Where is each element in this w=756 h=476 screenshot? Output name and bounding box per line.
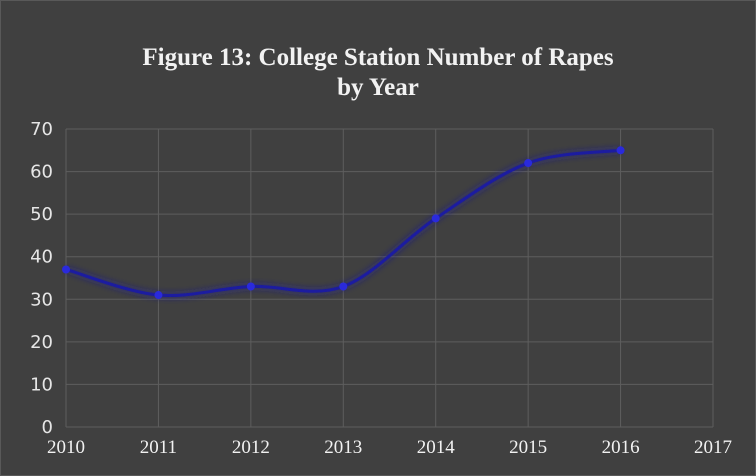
data-point-2013 [339,282,348,291]
x-tick-label-6: 2016 [602,437,640,458]
x-tick-label-4: 2014 [417,437,456,458]
data-point-2011 [154,291,163,300]
chart-title-line-2: by Year [337,74,419,101]
data-point-2010 [62,265,70,274]
x-tick-label-0: 2010 [47,437,85,458]
data-point-2012 [246,282,255,291]
y-tick-label-2: 20 [30,332,53,353]
data-point-2015 [524,159,533,168]
x-tick-label-1: 2011 [140,437,177,458]
x-axis-ticks: 2010 2011 2012 2013 2014 2015 2016 2017 [47,437,732,458]
chart-title-line-1: Figure 13: College Station Number of Rap… [142,44,614,71]
y-tick-label-5: 50 [30,204,53,225]
grid-layer [65,128,714,428]
series-layer [62,146,625,300]
y-tick-label-4: 40 [30,247,53,268]
data-point-2016 [616,146,625,155]
y-tick-label-1: 10 [30,374,53,395]
y-tick-label-6: 60 [30,162,53,183]
y-axis-ticks: 0 10 20 30 40 50 60 70 [30,119,53,438]
x-tick-label-3: 2013 [324,437,362,458]
y-tick-label-0: 0 [42,417,53,438]
chart-title: Figure 13: College Station Number of Rap… [1,43,755,103]
data-point-2014 [431,214,440,223]
y-tick-label-3: 30 [30,289,53,310]
x-tick-label-7: 2017 [694,437,732,458]
y-tick-label-7: 70 [30,119,53,140]
x-tick-label-5: 2015 [509,437,547,458]
x-tick-label-2: 2012 [232,437,270,458]
